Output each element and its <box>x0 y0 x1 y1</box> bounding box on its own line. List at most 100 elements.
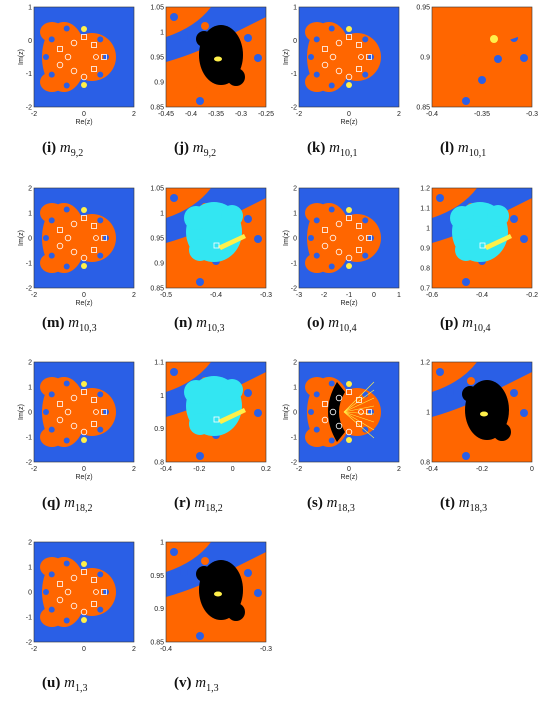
square-marker <box>101 235 107 241</box>
attractor-dot <box>81 26 87 32</box>
circle-marker <box>64 588 72 596</box>
square-marker <box>356 397 362 403</box>
circle-marker <box>345 254 353 262</box>
caption-method: m <box>462 315 473 331</box>
y-axis-label: Im(z) <box>18 230 25 246</box>
caption-k: (k) m10,1 <box>307 140 357 159</box>
y-tick-label: 1 <box>293 5 297 12</box>
y-tick-label: 1 <box>426 410 430 417</box>
panel-l: -0.4 -0.35 -0.3 0.95 0.9 0.85 <box>416 5 538 145</box>
x-tick-label: -0.3 <box>526 111 538 118</box>
plot-frame <box>165 6 267 108</box>
plot-v: -0.4 -0.3 1 0.95 0.9 0.85 <box>150 540 272 654</box>
caption-o: (o) m10,4 <box>307 315 357 334</box>
square-marker <box>81 389 87 395</box>
caption-subscript: 10,3 <box>79 323 97 334</box>
x-tick-label: -3 <box>296 292 302 299</box>
square-marker <box>57 227 63 233</box>
caption-subscript: 18,2 <box>205 503 223 514</box>
caption-subscript: 9,2 <box>70 148 84 159</box>
attractor-dot <box>480 411 488 417</box>
circle-marker <box>56 242 64 250</box>
x-axis-label: Re(z) <box>75 474 92 481</box>
caption-letter: (u) <box>42 675 61 691</box>
caption-method: m <box>192 140 204 156</box>
square-marker <box>91 66 97 72</box>
caption-subscript: 18,2 <box>74 503 93 514</box>
caption-letter: (m) <box>42 315 65 331</box>
square-marker <box>322 401 328 407</box>
plot-frame <box>298 6 400 108</box>
y-tick-label: 1 <box>293 385 297 392</box>
caption-method: m <box>326 495 338 511</box>
panel-p: -0.6 -0.4 -0.2 1.2 1.1 1 0.9 0.8 0.7 <box>418 186 538 326</box>
y-tick-label: -2 <box>291 286 297 293</box>
x-tick-label: -0.3 <box>235 111 247 118</box>
panel-v: -0.4 -0.3 1 0.95 0.9 0.85 <box>150 540 272 680</box>
y-tick-label: 0.7 <box>420 286 430 293</box>
square-marker <box>91 223 97 229</box>
circle-marker <box>64 408 72 416</box>
panel-n: -0.5 -0.4 -0.3 1.05 1 0.95 0.9 0.85 <box>150 186 272 326</box>
circle-marker <box>80 428 88 436</box>
plot-r: -0.4 -0.2 0 0.2 1.1 1 0.9 0.8 <box>154 360 271 474</box>
caption-letter: (n) <box>174 315 193 331</box>
panel-j: -0.45 -0.4 -0.35 -0.3 -0.25 1.05 1 0.95 0.9 0.85 <box>150 5 274 145</box>
x-tick-label: 0 <box>530 466 534 473</box>
caption-s: (s) m18,3 <box>307 495 355 514</box>
square-marker <box>81 215 87 221</box>
caption-j: (j) m9,2 <box>174 140 216 159</box>
panel-o: -3 -2 -1 0 1 2 1 0 -1 -2 Re(z) Im(z) <box>283 186 405 326</box>
square-marker <box>57 401 63 407</box>
x-tick-label: 2 <box>132 466 136 473</box>
caption-subscript: 10,4 <box>339 323 357 334</box>
square-marker <box>366 235 372 241</box>
y-tick-label: 1 <box>293 211 297 218</box>
circle-marker <box>64 53 72 61</box>
caption-l: (l) m10,1 <box>440 140 486 159</box>
attractor-band <box>484 234 512 250</box>
x-tick-label: -0.3 <box>260 646 272 653</box>
y-tick-label: -2 <box>26 105 32 112</box>
caption-method: m <box>195 675 207 691</box>
x-tick-label: -2 <box>31 292 37 299</box>
x-tick-label: 0 <box>347 111 351 118</box>
plot-frame <box>431 361 533 463</box>
y-tick-label: 0.8 <box>154 460 164 467</box>
circle-marker <box>80 254 88 262</box>
x-axis-label: Re(z) <box>340 300 357 307</box>
plot-k: -2 0 2 1 0 -1 -2 Re(z) Im(z) <box>283 5 401 127</box>
y-tick-label: 0 <box>293 38 297 45</box>
plot-frame <box>33 187 135 289</box>
square-marker <box>91 247 97 253</box>
square-marker <box>356 421 362 427</box>
circle-marker <box>70 422 78 430</box>
circle-marker <box>345 428 353 436</box>
y-tick-label: 0.9 <box>154 80 164 87</box>
x-axis-label: Re(z) <box>340 119 357 126</box>
y-tick-label: 0 <box>293 410 297 417</box>
square-marker <box>346 215 352 221</box>
plot-l: -0.4 -0.35 -0.3 0.95 0.9 0.85 <box>416 5 538 119</box>
y-axis-label: Im(z) <box>283 230 290 246</box>
panel-t: -0.4 -0.2 0 1.2 1 0.8 <box>418 360 538 500</box>
y-tick-label: 0.9 <box>154 426 164 433</box>
x-tick-label: 0 <box>82 466 86 473</box>
caption-method: m <box>64 675 75 691</box>
y-tick-label: -2 <box>291 105 297 112</box>
circle-marker <box>335 67 343 75</box>
x-tick-label: -0.4 <box>185 111 197 118</box>
caption-letter: (k) <box>307 140 326 156</box>
y-tick-label: -2 <box>26 640 32 647</box>
circle-marker <box>64 234 72 242</box>
caption-i: (i) m9,2 <box>42 140 83 159</box>
x-tick-label: 0 <box>372 292 376 299</box>
x-tick-label: -0.2 <box>526 292 538 299</box>
caption-method: m <box>196 315 207 331</box>
circle-marker <box>329 234 337 242</box>
circle-marker <box>80 73 88 81</box>
y-tick-label: 0.95 <box>150 236 164 243</box>
plot-frame <box>298 361 400 463</box>
y-tick-label: 2 <box>293 360 297 367</box>
attractor-dot <box>81 381 87 387</box>
